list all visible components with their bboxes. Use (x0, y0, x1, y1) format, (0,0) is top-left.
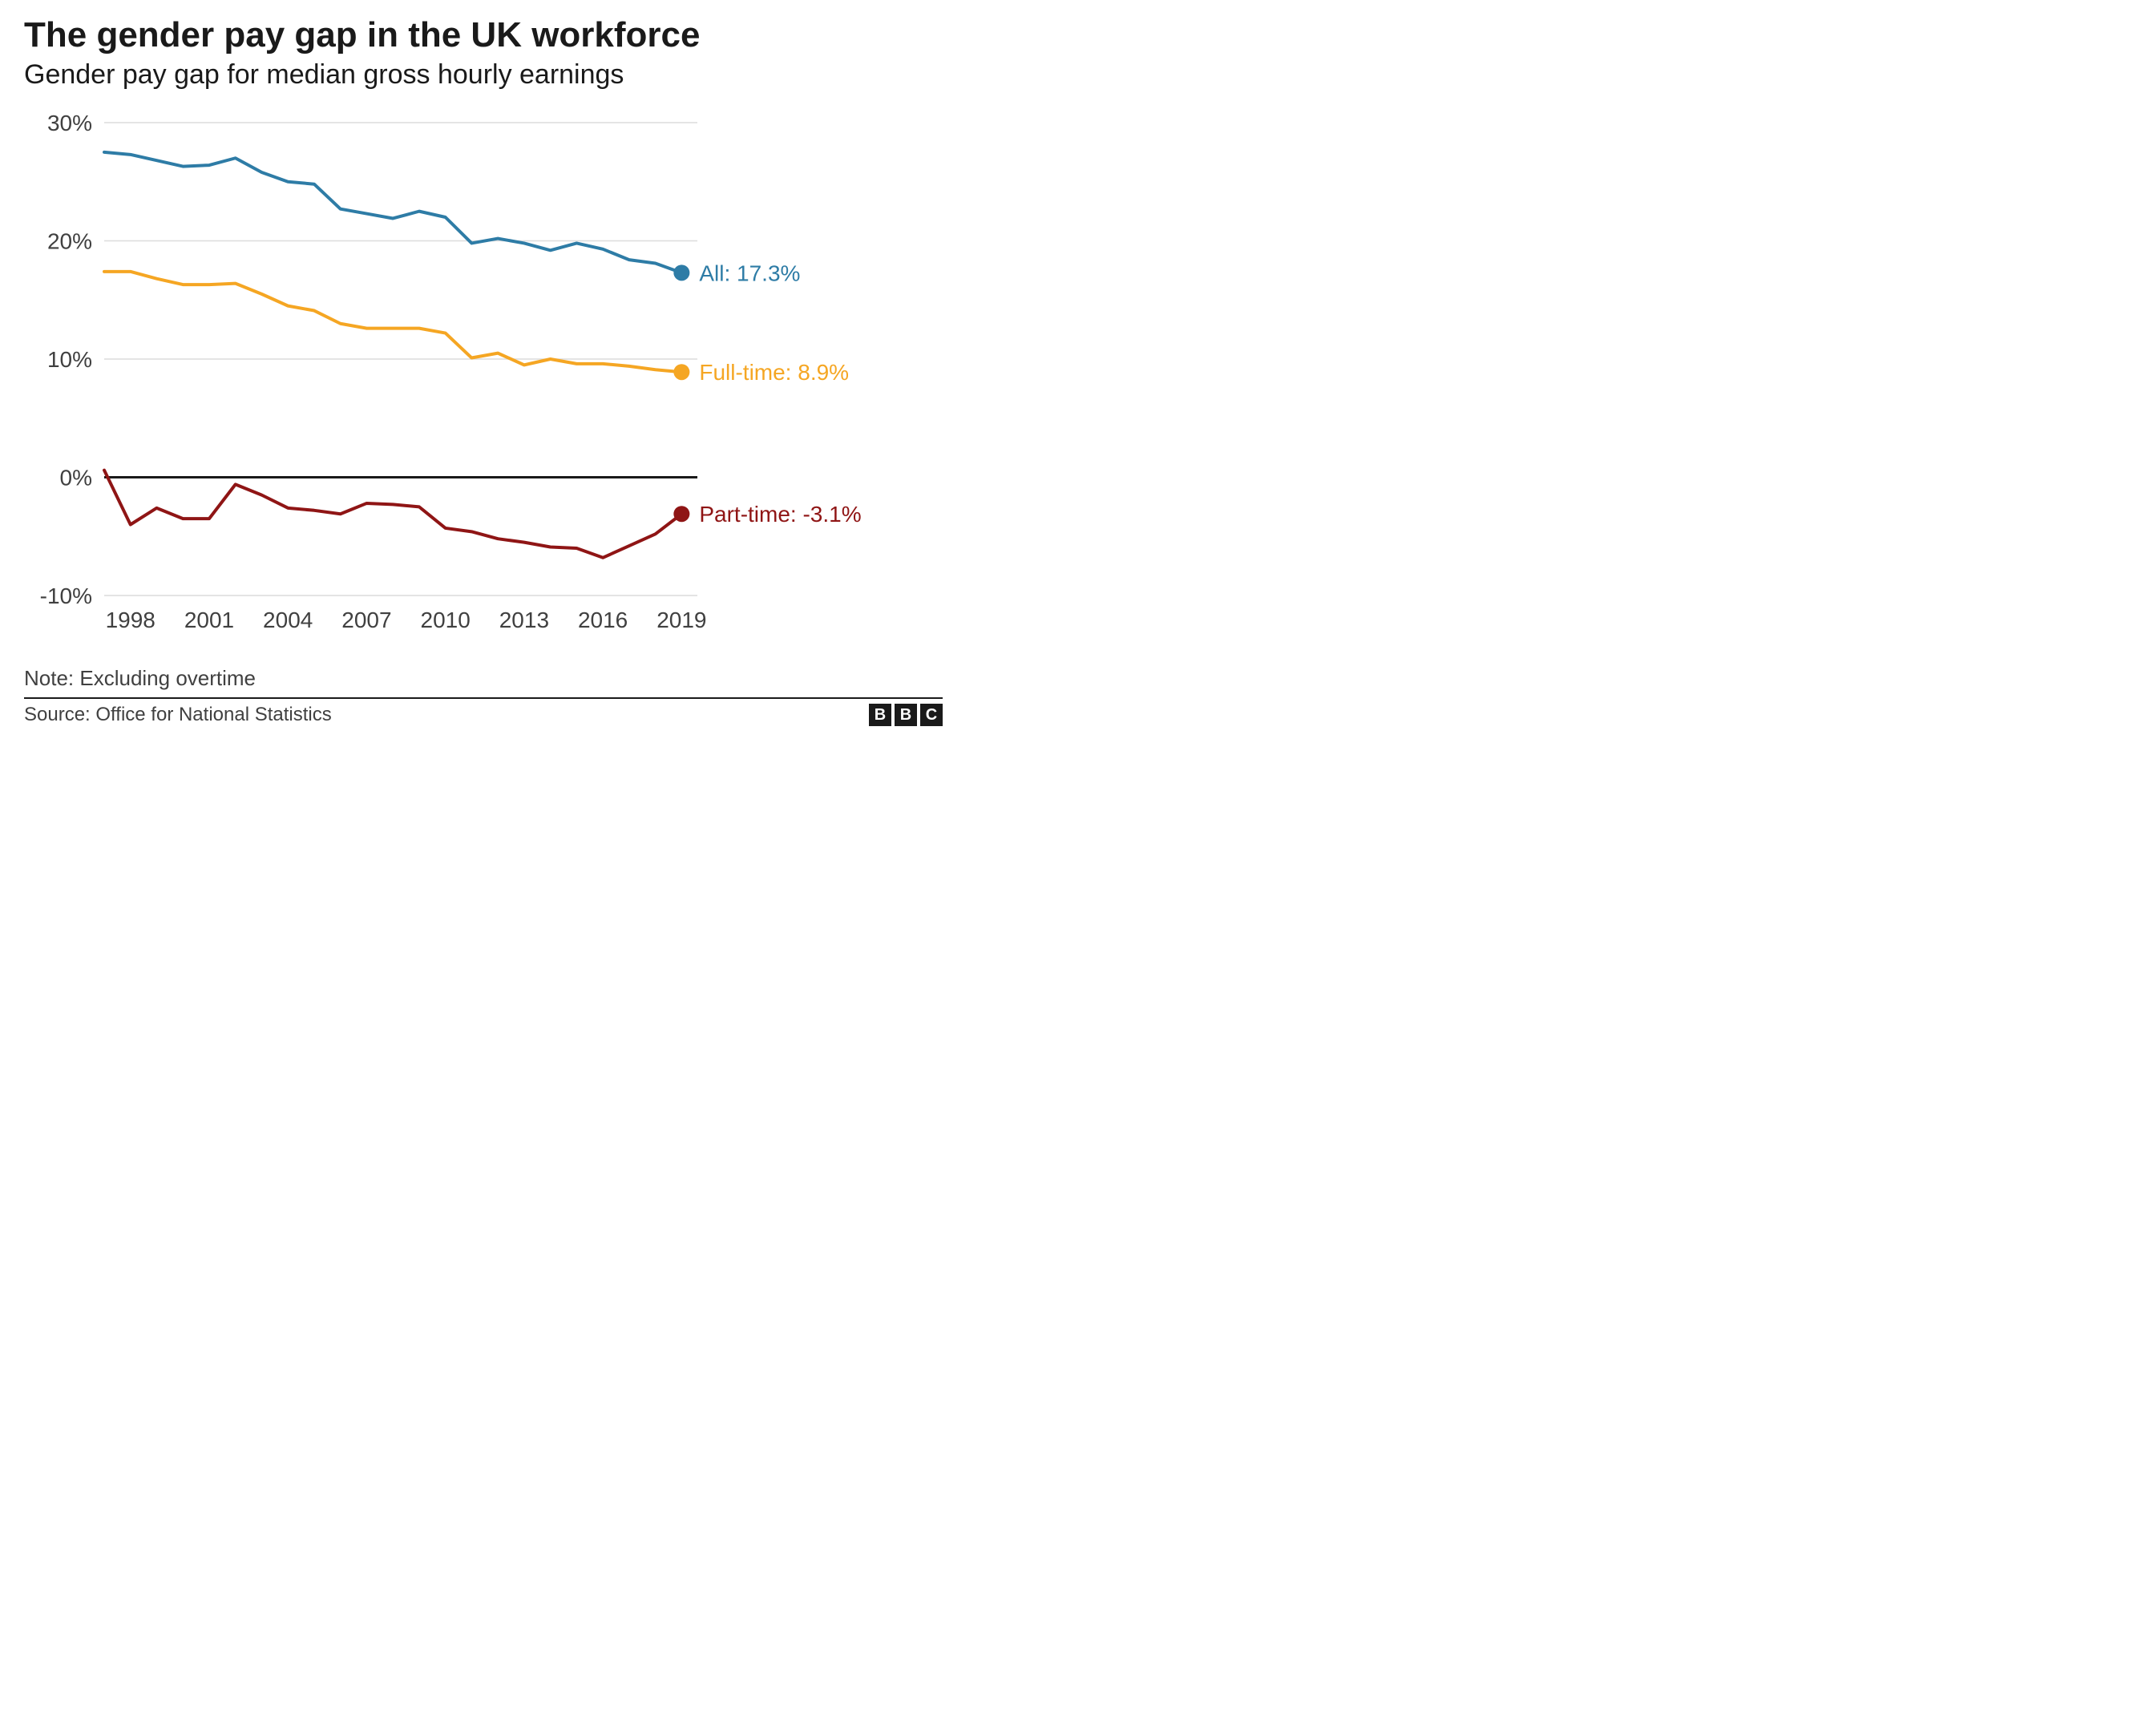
chart-subtitle: Gender pay gap for median gross hourly e… (24, 59, 943, 91)
series-label-full_time: Full-time: 8.9% (699, 361, 849, 386)
x-axis-label: 1998 (106, 608, 156, 632)
chart-note: Note: Excluding overtime (24, 666, 943, 691)
footer-row: Source: Office for National Statistics B… (24, 704, 943, 726)
footer-divider (24, 697, 943, 699)
y-axis-label: 30% (47, 111, 92, 135)
y-axis-label: 0% (60, 466, 92, 491)
y-axis-label: 10% (47, 347, 92, 372)
x-axis-label: 2019 (656, 608, 706, 632)
chart-area: -10% 0% 10% 20% 30% 1998 2001 2004 2007 2010 2013 2… (24, 99, 943, 660)
series-end-marker-part_time (673, 507, 689, 523)
x-axis-label: 2016 (578, 608, 628, 632)
y-axis-label: 20% (47, 229, 92, 254)
series-line-full_time (104, 272, 681, 372)
chart-source: Source: Office for National Statistics (24, 704, 332, 726)
bbc-block: B (895, 704, 917, 726)
x-axis-label: 2013 (499, 608, 549, 632)
series-line-part_time (104, 470, 681, 558)
line-chart-svg: -10% 0% 10% 20% 30% 1998 2001 2004 2007 2010 2013 2… (24, 99, 943, 660)
bbc-block: B (869, 704, 891, 726)
series-line-all (104, 152, 681, 273)
chart-title: The gender pay gap in the UK workforce (24, 16, 943, 55)
series-label-all: All: 17.3% (699, 261, 800, 286)
x-axis-label: 2010 (421, 608, 471, 632)
bbc-logo: BBC (869, 704, 943, 726)
series-label-part_time: Part-time: -3.1% (699, 503, 861, 527)
bbc-block: C (920, 704, 943, 726)
chart-card: The gender pay gap in the UK workforce G… (0, 0, 967, 785)
series-end-marker-all (673, 265, 689, 281)
series-end-marker-full_time (673, 365, 689, 381)
x-axis-label: 2004 (263, 608, 313, 632)
x-axis-label: 2001 (184, 608, 234, 632)
y-axis-label: -10% (40, 583, 92, 608)
x-axis-label: 2007 (341, 608, 391, 632)
